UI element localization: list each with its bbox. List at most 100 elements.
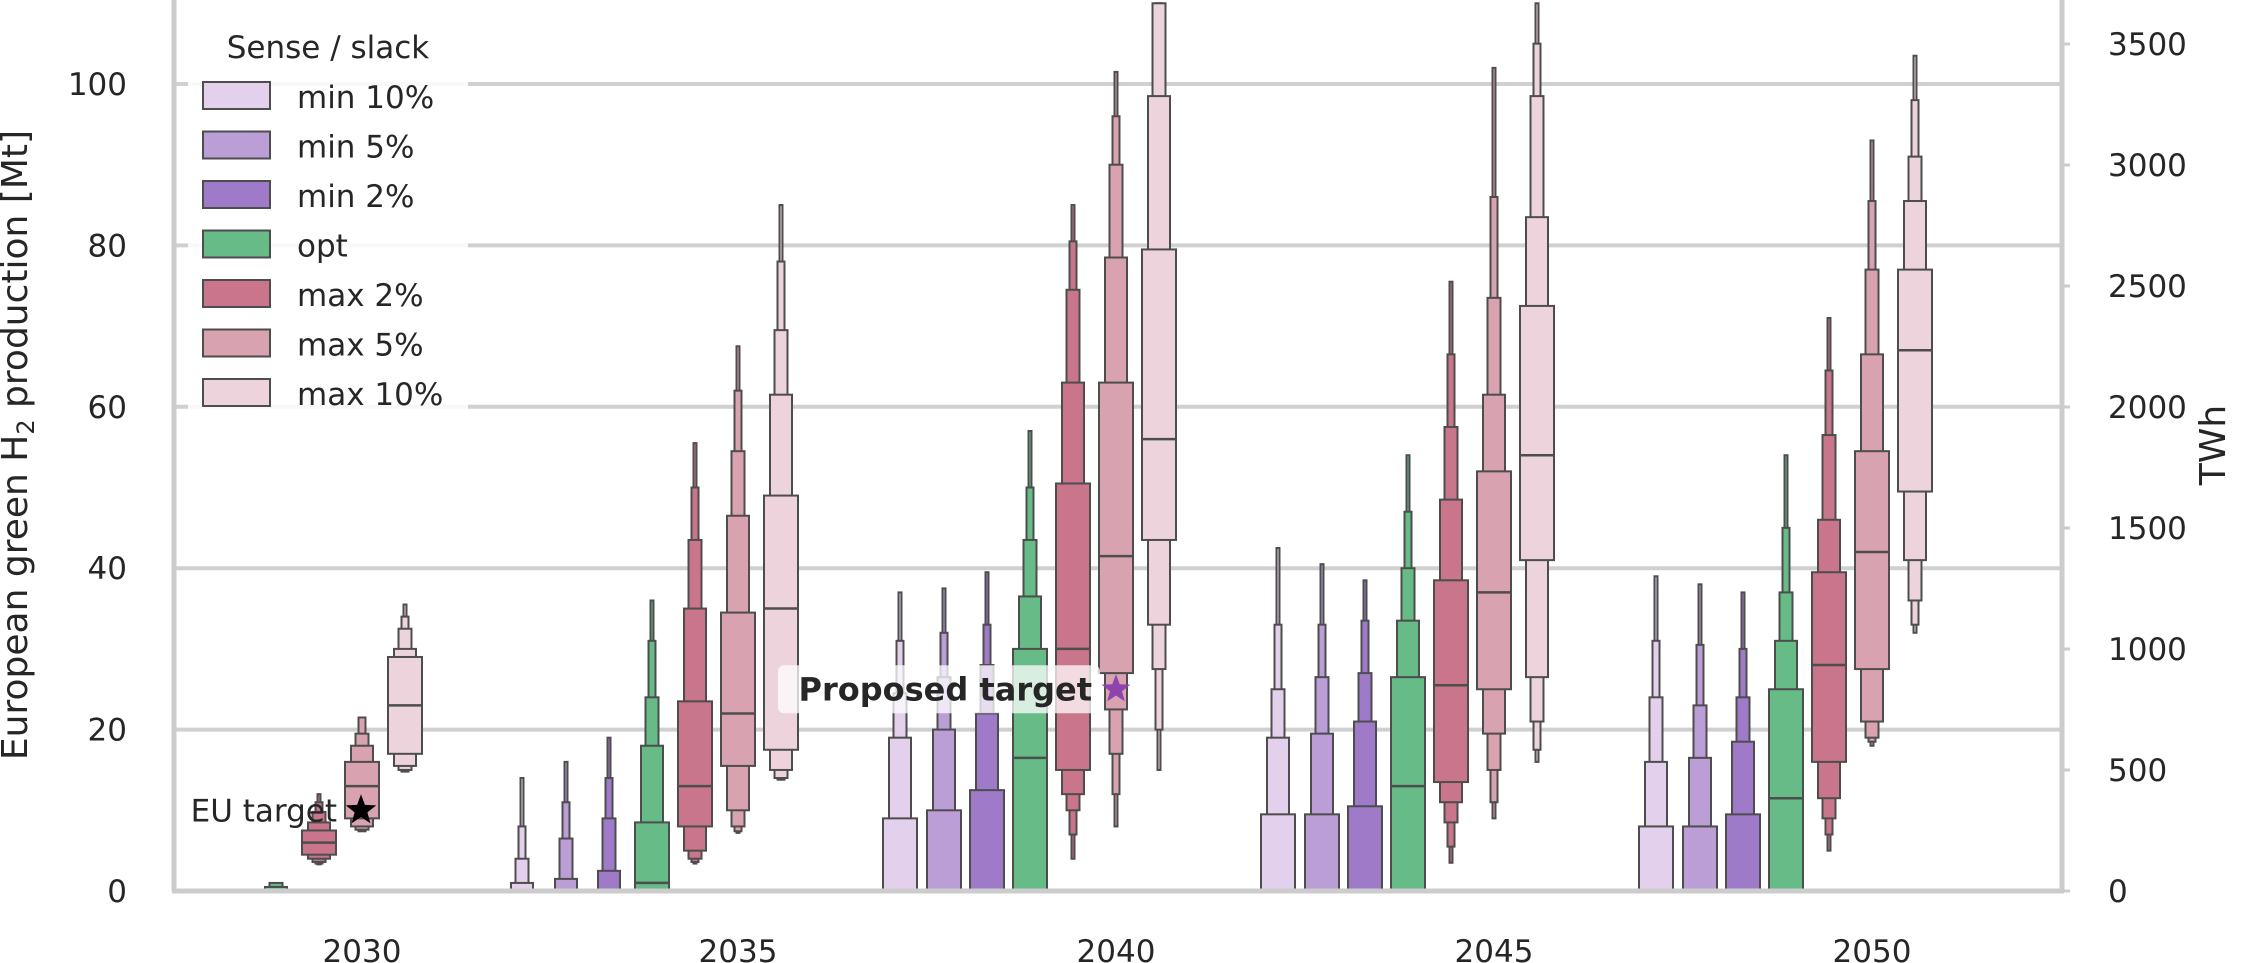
boxen-level	[1638, 825, 1674, 892]
boxen-level	[720, 611, 756, 767]
boxen-level	[1476, 470, 1512, 691]
boxen-level	[1854, 450, 1890, 671]
boxen-box	[677, 442, 713, 865]
legend-label: max 10%	[297, 377, 443, 413]
boxen-box	[1811, 317, 1847, 852]
boxen-level	[597, 869, 621, 893]
legend-swatch	[202, 130, 271, 160]
left-y-tick-label: 100	[68, 67, 127, 103]
legend-swatch	[202, 180, 271, 209]
boxen-level	[926, 809, 962, 892]
boxen-level	[1304, 813, 1340, 893]
right-y-tick-label: 1000	[2108, 632, 2187, 668]
boxen-box	[1390, 454, 1426, 893]
boxen-box	[1476, 66, 1512, 820]
right-y-tick-label: 3000	[2108, 148, 2187, 184]
boxen-box	[720, 345, 756, 834]
boxen-box	[1012, 430, 1048, 893]
boxen-box	[1768, 454, 1804, 893]
boxen-box	[1682, 583, 1718, 893]
x-tick-label: 2050	[1833, 934, 1912, 963]
boxen-level	[1347, 805, 1383, 893]
legend-label: max 2%	[297, 278, 424, 314]
left-y-tick-label: 0	[107, 874, 127, 910]
legend-label: max 5%	[297, 328, 424, 364]
boxen-box	[969, 571, 1005, 893]
boxen-box	[1141, 2, 1177, 771]
legend-label: opt	[297, 229, 348, 265]
left-y-tick-label: 80	[88, 228, 127, 264]
boxen-level	[1682, 825, 1718, 892]
legend: Sense / slack min 10% min 5% min 2% opt max …	[188, 10, 468, 420]
boxen-box	[634, 599, 670, 893]
boxen-box	[504, 777, 540, 893]
x-tick-label: 2045	[1455, 934, 1534, 963]
boxen-level	[677, 700, 713, 828]
boxen-level	[1519, 304, 1555, 562]
boxen-level	[1897, 268, 1933, 493]
boxen-box	[1347, 579, 1383, 893]
boxen-level	[882, 817, 918, 892]
boxen-level	[634, 821, 670, 893]
x-tick-label: 2030	[323, 934, 402, 963]
x-tick-label: 2035	[699, 934, 778, 963]
proposed-target-backdrop	[778, 665, 1100, 714]
star-marker-icon	[1101, 674, 1131, 702]
legend-swatch	[202, 81, 271, 110]
legend-label: min 10%	[297, 80, 434, 116]
boxen-box	[1638, 575, 1674, 893]
right-y-axis-label: TWh	[2193, 405, 2234, 486]
right-y-tick-label: 2500	[2108, 269, 2187, 305]
annotations: EU target Proposed target	[191, 665, 1131, 829]
boxen-box	[1260, 547, 1296, 893]
boxen-box	[301, 793, 337, 866]
left-y-tick-label: 60	[88, 390, 127, 426]
left-y-tick-labels: 0 20 40 60 80 100	[68, 67, 127, 910]
x-tick-labels: 2030 2035 2040 2045 2050	[323, 934, 1912, 963]
boxen-level	[1768, 688, 1804, 892]
left-y-tick-label: 20	[88, 713, 127, 749]
right-y-tick-label: 500	[2108, 753, 2167, 789]
boxen-box	[1725, 591, 1761, 893]
boxen-box	[1098, 70, 1134, 828]
right-y-tick-labels: 0 500 1000 1500 2000 2500 3000 3500	[2062, 27, 2187, 910]
boxen-level	[1141, 248, 1177, 541]
eu-target-label: EU target	[191, 793, 337, 829]
boxen-level	[969, 789, 1005, 892]
legend-title: Sense / slack	[227, 30, 430, 66]
boxen-level	[1098, 381, 1134, 675]
boxen-box	[591, 736, 627, 893]
boxen-level	[1811, 571, 1847, 763]
boxen-level	[1433, 579, 1469, 784]
left-y-tick-label: 40	[88, 551, 127, 587]
legend-swatch	[202, 229, 271, 259]
boxen-box	[926, 587, 962, 893]
right-y-tick-label: 2000	[2108, 390, 2187, 426]
boxen-box	[1433, 280, 1469, 864]
boxen-plot-area	[258, 2, 1933, 893]
right-y-tick-label: 0	[2108, 874, 2128, 910]
legend-label: min 2%	[297, 179, 415, 215]
boxen-box	[1304, 563, 1340, 893]
boxen-level	[1390, 676, 1426, 893]
boxen-box	[882, 591, 918, 893]
legend-swatch	[202, 378, 271, 407]
boxen-level	[1260, 813, 1296, 893]
right-y-tick-label: 1500	[2108, 511, 2187, 547]
legend-swatch	[202, 328, 271, 358]
legend-label: min 5%	[297, 130, 415, 166]
proposed-target-label: Proposed target	[799, 670, 1092, 708]
boxen-level	[1055, 482, 1091, 771]
boxen-box	[1897, 54, 1933, 634]
left-y-axis-label: European green H2 production [Mt]	[0, 130, 40, 760]
right-y-tick-label: 3500	[2108, 27, 2187, 63]
x-tick-label: 2040	[1077, 934, 1156, 963]
boxen-box	[387, 603, 423, 773]
boxen-box	[548, 760, 584, 893]
star-marker-icon	[345, 794, 377, 824]
boxen-box	[1055, 204, 1091, 860]
boxen-box	[1854, 139, 1890, 747]
boxen-level	[1725, 813, 1761, 893]
legend-swatch	[202, 279, 271, 308]
